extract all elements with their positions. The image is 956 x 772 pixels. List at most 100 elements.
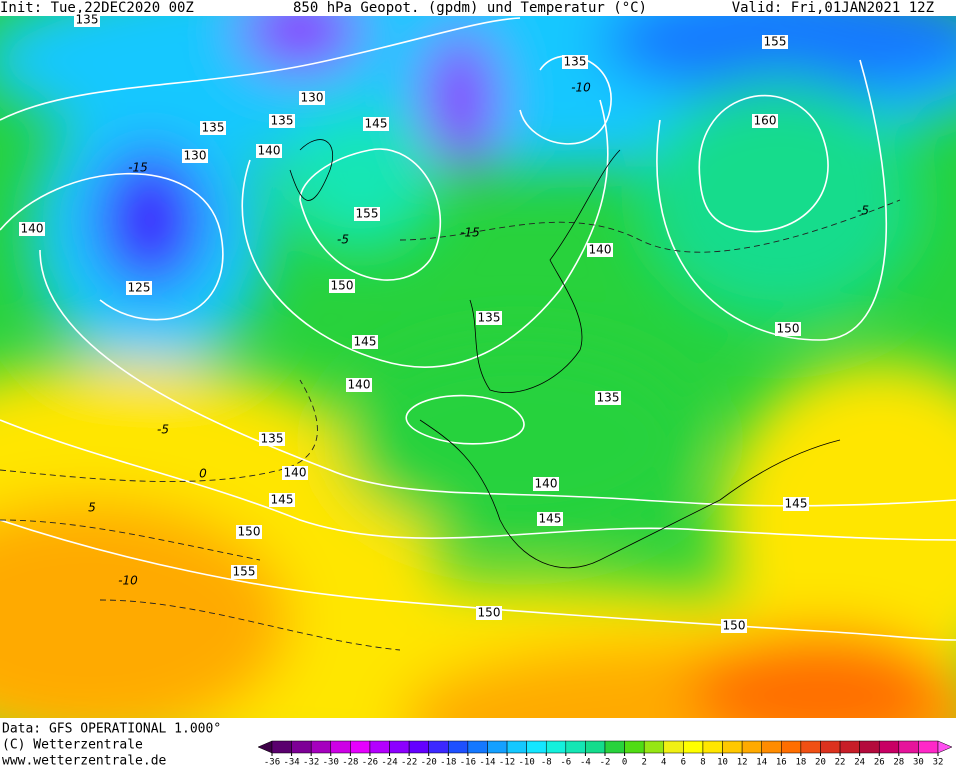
label-box <box>352 335 378 349</box>
geopotential-label: 125 <box>128 281 151 295</box>
geopotential-label: 150 <box>238 525 261 539</box>
label-box <box>783 497 809 511</box>
colorbar-tick-label: -20 <box>421 758 437 768</box>
colorbar-bin <box>761 740 782 754</box>
temperature-label: -15 <box>460 226 480 240</box>
label-box <box>721 619 747 633</box>
geopotential-label: 160 <box>754 114 777 128</box>
colorbar-bin <box>722 740 743 754</box>
label-box <box>752 114 778 128</box>
valid-time: Valid: Fri,01JAN2021 12Z <box>732 0 934 16</box>
geopotential-label: 135 <box>564 55 587 69</box>
colorbar-tick-label: -22 <box>401 758 417 768</box>
label-box <box>269 493 295 507</box>
label-box <box>775 322 801 336</box>
geopotential-label: 135 <box>478 311 501 325</box>
colorbar-bin <box>663 740 684 754</box>
colorbar-tick-label: 20 <box>815 758 826 768</box>
colorbar-tick-label: -10 <box>519 758 535 768</box>
label-box <box>562 55 588 69</box>
colorbar-bin <box>839 740 860 754</box>
colorbar-bin <box>271 740 292 754</box>
colorbar-bin <box>526 740 547 754</box>
colorbar-tick-label: -36 <box>264 758 280 768</box>
label-box <box>587 243 613 257</box>
colorbar-tick-label: -12 <box>499 758 515 768</box>
colorbar-tick-label: 26 <box>874 758 885 768</box>
colorbar-tick-label: -16 <box>460 758 476 768</box>
temperature-label: -10 <box>571 81 591 95</box>
temperature-label: -5 <box>157 423 169 437</box>
label-box <box>476 606 502 620</box>
colorbar-tick-label: -6 <box>560 758 571 768</box>
colorbar-bin <box>643 740 665 754</box>
label-box <box>329 279 355 293</box>
colorbar-bin <box>898 740 919 754</box>
colorbar-bin <box>859 740 880 754</box>
colorbar-bin <box>467 740 488 754</box>
colorbar-bin <box>683 740 704 754</box>
label-box <box>126 281 152 295</box>
geopotential-label: 135 <box>597 391 620 405</box>
colorbar-bin <box>369 740 390 754</box>
geopotential-label: 155 <box>356 207 379 221</box>
isohypses <box>0 17 956 641</box>
label-box <box>762 35 788 49</box>
colorbar-tick-label: 0 <box>622 758 627 768</box>
coastlines <box>289 139 841 569</box>
label-box <box>595 391 621 405</box>
colorbar-bin <box>604 740 625 754</box>
copyright: (C) Wetterzentrale <box>2 738 143 753</box>
label-box <box>282 466 308 480</box>
colorbar: -36 -34 -32 -30 -28 -26 -24 -22 -20 -18 -16 -14 -12-… <box>257 740 953 768</box>
colorbar-tick-label: 16 <box>776 758 787 768</box>
colorbar-bin <box>428 740 449 754</box>
geopotential-label: 140 <box>589 243 612 257</box>
data-source: Data: GFS OPERATIONAL 1.000° <box>2 722 221 737</box>
colorbar-tick-label: -26 <box>362 758 378 768</box>
label-box <box>363 117 389 131</box>
label-box <box>259 432 285 446</box>
colorbar-bin <box>506 740 527 754</box>
colorbar-tick-label: -18 <box>440 758 456 768</box>
colorbar-tick-label: 32 <box>933 758 944 768</box>
colorbar-tick-label: 28 <box>893 758 904 768</box>
geopotential-label: 145 <box>539 512 562 526</box>
colorbar-bin <box>350 740 371 754</box>
colorbar-tick-label: -2 <box>600 758 611 768</box>
colorbar-bin <box>545 740 567 754</box>
colorbar-tick-label: 2 <box>641 758 646 768</box>
colorbar-tick-label: -8 <box>541 758 552 768</box>
label-box <box>182 149 208 163</box>
geopotential-label: 145 <box>785 497 808 511</box>
colorbar-bin <box>310 740 332 754</box>
colorbar-end <box>257 740 273 754</box>
geopotential-label: 155 <box>233 565 256 579</box>
colorbar-tick-label: 14 <box>756 758 767 768</box>
geopotential-label: 135 <box>202 121 225 135</box>
colorbar-bin <box>291 740 312 754</box>
geopotential-label: 145 <box>365 117 388 131</box>
geopotential-label: 130 <box>184 149 207 163</box>
colorbar-bin <box>448 740 469 754</box>
geopotential-label: 150 <box>331 279 354 293</box>
geopotential-label: 135 <box>271 114 294 128</box>
colorbar-bin <box>487 740 508 754</box>
colorbar-tick-label: -24 <box>381 758 397 768</box>
label-box <box>200 121 226 135</box>
contour-labels: 135 130 135 135 140 130 145 155 150 145 140 135 140 1… <box>19 13 869 633</box>
temperature-label: 5 <box>88 501 96 515</box>
label-box <box>256 144 282 158</box>
temperature-label: 0 <box>199 467 207 481</box>
colorbar-bin <box>878 740 900 754</box>
geopotential-label: 135 <box>76 13 99 27</box>
geopotential-label: 150 <box>478 606 501 620</box>
geopotential-label: 140 <box>258 144 281 158</box>
colorbar-end <box>937 740 953 754</box>
colorbar-tick-label: 12 <box>737 758 748 768</box>
colorbar-bin <box>741 740 762 754</box>
label-box <box>236 525 262 539</box>
colorbar-bin <box>585 740 606 754</box>
geopotential-label: 150 <box>723 619 746 633</box>
